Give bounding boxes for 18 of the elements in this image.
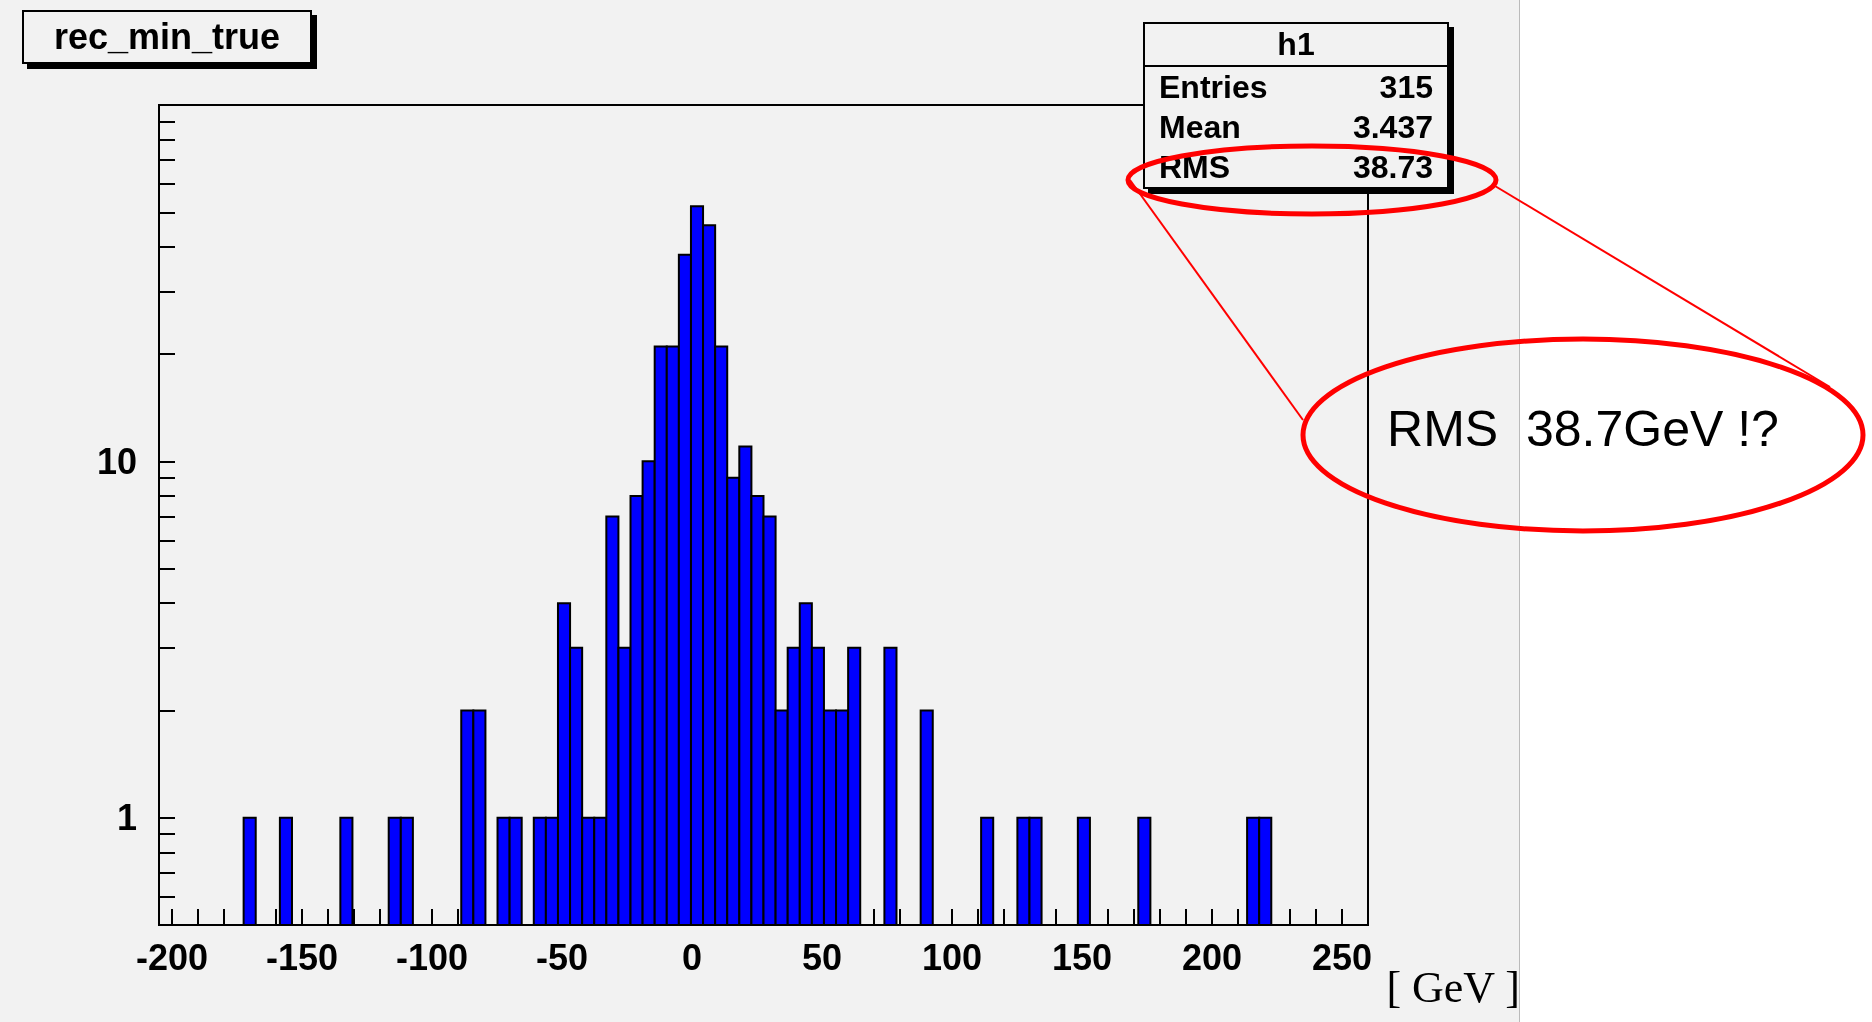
text: RMS 38.7GeV !? bbox=[1386, 400, 1780, 458]
chart-title: rec_min_true bbox=[22, 10, 313, 64]
x-tick-label: -200 bbox=[135, 936, 209, 978]
x-tick-label: 150 bbox=[1051, 936, 1113, 978]
y-tick-label: 10 bbox=[96, 440, 137, 482]
text: Entries 315 bbox=[1159, 69, 1433, 105]
x-tick-label: 50 bbox=[801, 936, 843, 978]
x-axis-title: [ GeV ] bbox=[1386, 962, 1520, 1013]
x-tick-label: 0 bbox=[681, 936, 703, 978]
x-tick-label: 200 bbox=[1181, 936, 1243, 978]
text: h1 bbox=[1145, 24, 1447, 67]
x-tick-label: -150 bbox=[265, 936, 339, 978]
y-tick-label: 1 bbox=[116, 797, 137, 839]
text: Mean 3.437 bbox=[1159, 109, 1433, 145]
x-tick-label: 250 bbox=[1311, 936, 1373, 978]
x-tick-label: 100 bbox=[921, 936, 983, 978]
x-tick-label: -50 bbox=[535, 936, 589, 978]
x-tick-label: -100 bbox=[395, 936, 469, 978]
